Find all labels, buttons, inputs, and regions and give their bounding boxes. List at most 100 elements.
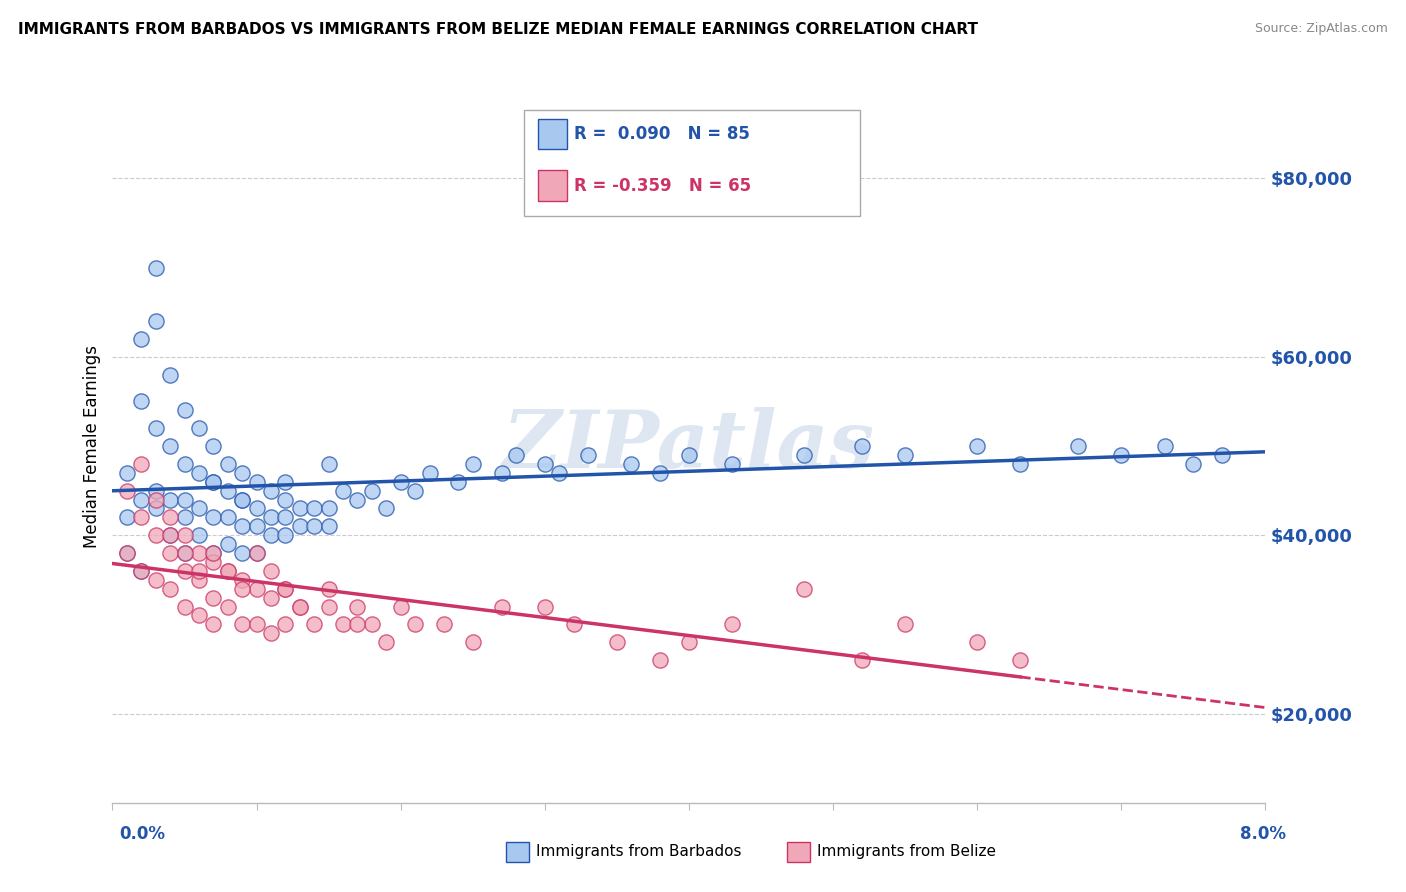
- Point: [606, 635, 628, 649]
- Point: [648, 466, 672, 480]
- Point: [159, 492, 181, 507]
- Point: [318, 519, 340, 533]
- Point: [461, 457, 484, 471]
- Point: [129, 492, 153, 507]
- Point: [246, 546, 269, 560]
- Point: [188, 421, 211, 435]
- Point: [145, 260, 167, 275]
- Point: [202, 439, 225, 453]
- Point: [505, 448, 527, 462]
- Point: [188, 528, 211, 542]
- Point: [159, 528, 181, 542]
- Point: [231, 617, 253, 632]
- Point: [188, 608, 211, 623]
- Point: [231, 492, 253, 507]
- Point: [129, 332, 153, 346]
- Point: [260, 528, 283, 542]
- Point: [548, 466, 571, 480]
- Point: [346, 599, 368, 614]
- Point: [202, 591, 225, 605]
- Point: [246, 475, 269, 489]
- Point: [360, 483, 382, 498]
- Point: [318, 501, 340, 516]
- Point: [173, 564, 195, 578]
- Point: [159, 582, 181, 596]
- Point: [260, 483, 283, 498]
- Point: [188, 501, 211, 516]
- Point: [115, 466, 138, 480]
- Point: [346, 492, 368, 507]
- Point: [346, 617, 368, 632]
- Point: [404, 483, 426, 498]
- Text: ZIPatlas: ZIPatlas: [503, 408, 875, 484]
- Point: [246, 501, 269, 516]
- Point: [419, 466, 441, 480]
- Point: [966, 635, 988, 649]
- Point: [246, 582, 269, 596]
- Point: [159, 510, 181, 524]
- Point: [217, 599, 239, 614]
- Point: [115, 483, 138, 498]
- Point: [678, 448, 700, 462]
- Y-axis label: Median Female Earnings: Median Female Earnings: [83, 344, 101, 548]
- Point: [461, 635, 484, 649]
- Point: [159, 439, 181, 453]
- Point: [145, 483, 167, 498]
- Point: [202, 555, 225, 569]
- Point: [188, 466, 211, 480]
- Point: [332, 617, 354, 632]
- Point: [231, 492, 253, 507]
- Point: [260, 564, 283, 578]
- Point: [129, 394, 153, 409]
- Text: IMMIGRANTS FROM BARBADOS VS IMMIGRANTS FROM BELIZE MEDIAN FEMALE EARNINGS CORREL: IMMIGRANTS FROM BARBADOS VS IMMIGRANTS F…: [18, 22, 979, 37]
- Point: [1010, 457, 1032, 471]
- Point: [721, 617, 744, 632]
- Text: Immigrants from Barbados: Immigrants from Barbados: [536, 845, 741, 859]
- Text: R = -0.359   N = 65: R = -0.359 N = 65: [574, 177, 751, 194]
- Point: [491, 599, 513, 614]
- Point: [173, 403, 195, 417]
- Point: [159, 368, 181, 382]
- Point: [217, 564, 239, 578]
- Point: [202, 546, 225, 560]
- Point: [246, 519, 269, 533]
- Point: [274, 582, 297, 596]
- Point: [115, 546, 138, 560]
- Point: [274, 617, 297, 632]
- Point: [202, 617, 225, 632]
- Point: [533, 457, 555, 471]
- Point: [274, 510, 297, 524]
- Point: [115, 546, 138, 560]
- Point: [246, 546, 269, 560]
- Point: [389, 475, 412, 489]
- Point: [217, 510, 239, 524]
- Point: [1182, 457, 1205, 471]
- Point: [260, 510, 283, 524]
- Point: [173, 492, 195, 507]
- Point: [793, 582, 815, 596]
- Point: [202, 510, 225, 524]
- Point: [360, 617, 382, 632]
- Point: [851, 439, 873, 453]
- Point: [188, 546, 211, 560]
- Point: [389, 599, 412, 614]
- Point: [173, 546, 195, 560]
- Point: [1111, 448, 1133, 462]
- Point: [304, 501, 326, 516]
- Point: [217, 457, 239, 471]
- Point: [260, 591, 283, 605]
- Point: [202, 475, 225, 489]
- Point: [304, 519, 326, 533]
- Text: 0.0%: 0.0%: [120, 825, 166, 843]
- Point: [966, 439, 988, 453]
- Point: [433, 617, 456, 632]
- Point: [1010, 653, 1032, 667]
- Point: [332, 483, 354, 498]
- Point: [562, 617, 585, 632]
- Point: [404, 617, 426, 632]
- Point: [375, 501, 398, 516]
- Point: [129, 564, 153, 578]
- Point: [1067, 439, 1090, 453]
- Point: [288, 519, 311, 533]
- Point: [288, 599, 311, 614]
